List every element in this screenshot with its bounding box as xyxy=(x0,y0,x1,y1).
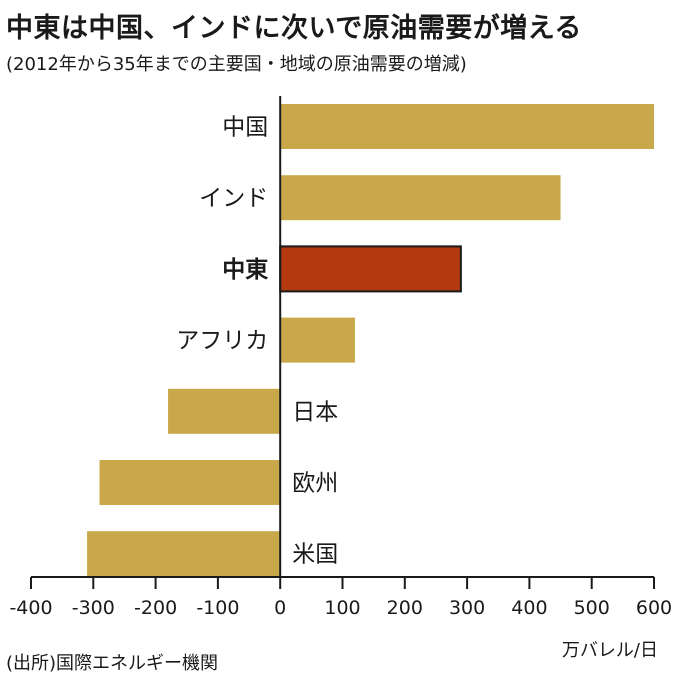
category-label: 米国 xyxy=(292,542,338,568)
x-tick-label: 0 xyxy=(274,597,286,619)
category-label: 中国 xyxy=(222,115,268,141)
unit-label: 万バレル/日 xyxy=(561,640,658,661)
bar-3 xyxy=(279,245,462,293)
x-tick-label: 100 xyxy=(324,597,360,619)
category-label: 欧州 xyxy=(292,471,338,497)
x-tick-label: 600 xyxy=(636,597,672,619)
x-tick-label: -300 xyxy=(72,597,115,619)
category-label: 日本 xyxy=(292,399,338,425)
x-tick-label: 400 xyxy=(511,597,547,619)
category-label: 中東 xyxy=(222,257,268,283)
chart-subtitle: (2012年から35年までの主要国・地域の原油需要の増減) xyxy=(6,54,467,75)
x-tick-label: -200 xyxy=(134,597,177,619)
bar-6 xyxy=(99,460,281,505)
x-tick-label: 300 xyxy=(449,597,485,619)
category-label: アフリカ xyxy=(176,328,268,354)
x-tick-label: 200 xyxy=(387,597,423,619)
x-tick-label: -100 xyxy=(196,597,239,619)
bar-7 xyxy=(87,531,281,577)
category-label: インド xyxy=(199,186,268,212)
chart-title: 中東は中国、インドに次いで原油需要が増える xyxy=(6,13,582,44)
x-tick-label: -400 xyxy=(9,597,52,619)
bar-2 xyxy=(280,175,561,221)
bar-5 xyxy=(168,388,281,434)
x-tick-label: 500 xyxy=(574,597,610,619)
bar-4 xyxy=(280,317,355,363)
source-note: (出所)国際エネルギー機関 xyxy=(6,653,219,674)
bar-1 xyxy=(280,104,654,149)
